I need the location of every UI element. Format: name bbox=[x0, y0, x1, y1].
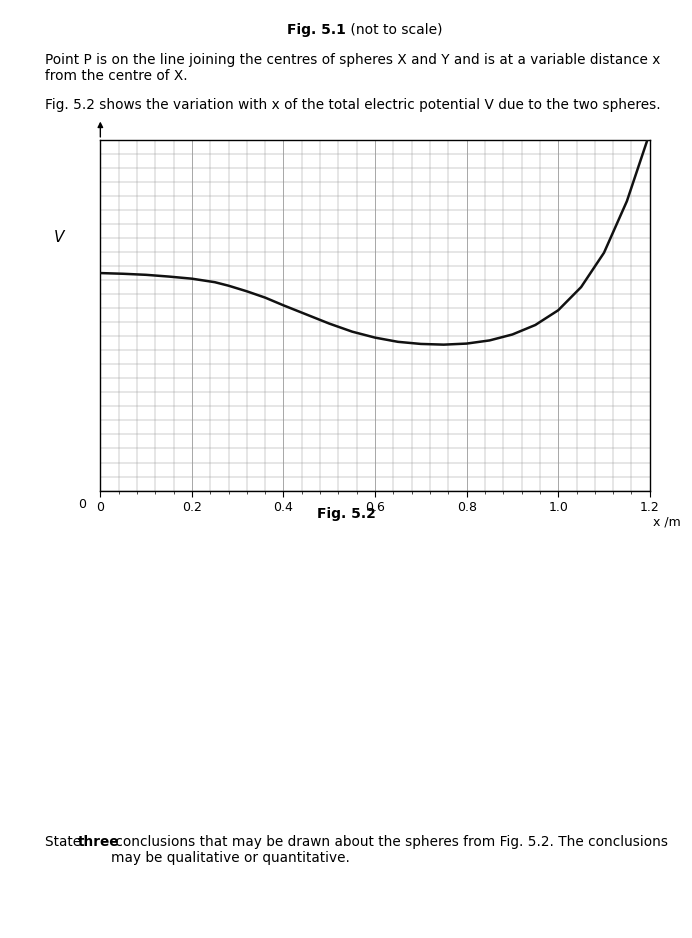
Text: three: three bbox=[78, 835, 120, 849]
Text: V: V bbox=[54, 231, 64, 246]
Text: 0: 0 bbox=[79, 497, 86, 510]
Text: Point P is on the line joining the centres of spheres X and Y and is at a variab: Point P is on the line joining the centr… bbox=[45, 53, 660, 83]
Text: State: State bbox=[45, 835, 86, 849]
Text: x /m: x /m bbox=[653, 515, 680, 528]
Text: Fig. 5.2 shows the variation with x of the total electric potential V due to the: Fig. 5.2 shows the variation with x of t… bbox=[45, 98, 661, 113]
Text: Fig. 5.2: Fig. 5.2 bbox=[316, 507, 376, 521]
Text: Fig. 5.1: Fig. 5.1 bbox=[287, 23, 346, 37]
Text: (not to scale): (not to scale) bbox=[346, 23, 442, 37]
Text: conclusions that may be drawn about the spheres from Fig. 5.2. The conclusions
m: conclusions that may be drawn about the … bbox=[111, 835, 668, 865]
